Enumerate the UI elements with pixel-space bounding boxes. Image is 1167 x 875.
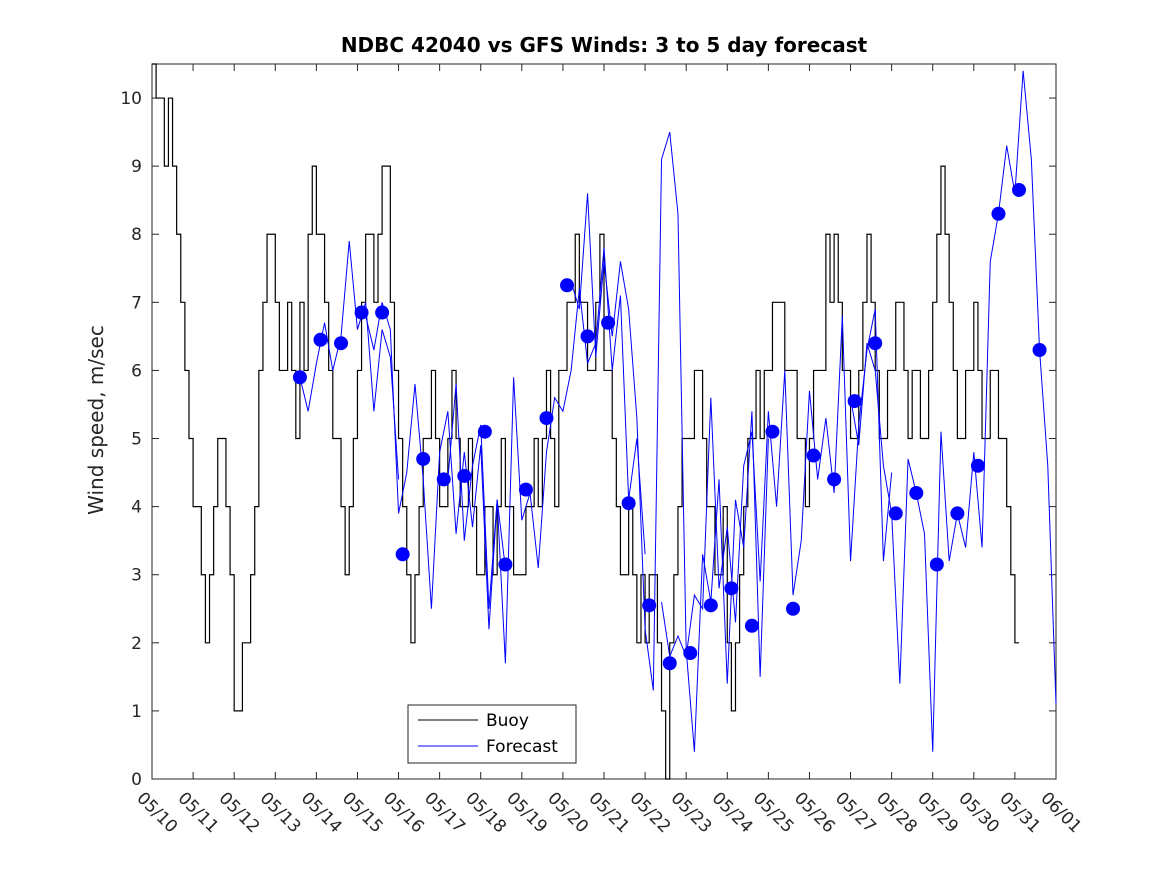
x-tick-label: 06/01 [1036, 788, 1085, 837]
forecast-dot [662, 656, 677, 671]
x-tick-label: 05/18 [461, 788, 510, 837]
x-tick-label: 05/17 [420, 788, 469, 837]
forecast-dot [929, 557, 944, 572]
y-tick-label: 8 [131, 225, 142, 245]
forecast-run-line [850, 70, 1057, 752]
forecast-dot [744, 618, 759, 633]
x-tick-label: 05/25 [749, 788, 798, 837]
buoy-series [152, 63, 1020, 780]
legend-box [407, 704, 577, 764]
x-tick-label: 05/29 [913, 788, 962, 837]
x-tick-label: 05/10 [132, 788, 181, 837]
y-tick-label: 7 [131, 293, 142, 313]
y-tick-label: 9 [131, 157, 142, 177]
x-tick-label: 05/26 [790, 788, 839, 837]
legend: Buoy Forecast [407, 704, 577, 764]
forecast-run-line [447, 247, 646, 664]
y-tick-label: 5 [131, 430, 142, 450]
forecast-run-line [661, 309, 893, 659]
forecast-dot [806, 448, 821, 463]
forecast-dot [560, 278, 575, 293]
forecast-dot [601, 315, 616, 330]
forecast-run-line [299, 241, 400, 480]
forecast-dot [950, 506, 965, 521]
forecast-dot [765, 424, 780, 439]
forecast-dot [724, 581, 739, 596]
forecast-dot [827, 472, 842, 487]
forecast-dot [888, 506, 903, 521]
forecast-dot [498, 557, 513, 572]
forecast-dot [539, 411, 554, 426]
x-tick-label: 05/12 [215, 788, 264, 837]
forecast-dot [1012, 182, 1027, 197]
forecast-run-line [365, 302, 506, 630]
y-axis-label: Wind speed, m/sec [84, 325, 108, 515]
x-tick-label: 05/13 [256, 788, 305, 837]
forecast-dot [313, 332, 328, 347]
y-tick-label: 4 [131, 498, 142, 518]
x-tick-label: 05/24 [708, 788, 757, 837]
forecast-dot [703, 598, 718, 613]
x-tick-label: 05/16 [379, 788, 428, 837]
x-tick-label: 05/21 [584, 788, 633, 837]
forecast-run-line [570, 131, 769, 752]
forecast-dot [354, 305, 369, 320]
forecast-dot [457, 468, 472, 483]
forecast-dot [416, 451, 431, 466]
x-tick-label: 05/14 [297, 788, 346, 837]
forecast-dot [580, 329, 595, 344]
x-tick-label: 05/30 [954, 788, 1003, 837]
buoy-line [152, 63, 1020, 780]
forecast-dot [991, 206, 1006, 221]
forecast-dot [909, 486, 924, 500]
y-tick-label: 2 [131, 634, 142, 654]
y-tick-label: 0 [131, 770, 142, 790]
forecast-dot [970, 458, 985, 473]
forecast-dot [642, 598, 657, 613]
legend-buoy-label: Buoy [486, 711, 529, 731]
x-tick-label: 05/27 [831, 788, 880, 837]
forecast-dot [683, 646, 698, 661]
x-tick-label: 05/28 [872, 788, 921, 837]
y-tick-label: 6 [131, 361, 142, 381]
x-tick-label: 05/22 [626, 788, 675, 837]
y-tick-label: 10 [120, 89, 142, 109]
forecast-dot [621, 496, 636, 511]
forecast-dot [292, 370, 307, 385]
forecast-dot [1032, 343, 1047, 357]
x-tick-label: 05/23 [667, 788, 716, 837]
forecast-dot [847, 394, 862, 409]
chart-title: NDBC 42040 vs GFS Winds: 3 to 5 day fore… [341, 33, 868, 57]
x-tick-label: 05/15 [338, 788, 387, 837]
x-tick-label: 05/11 [174, 788, 223, 837]
forecast-dot [395, 547, 410, 562]
legend-forecast-label: Forecast [486, 737, 558, 757]
y-tick-label: 1 [131, 702, 142, 722]
forecast-dot [334, 336, 349, 351]
forecast-dot [786, 601, 801, 616]
x-tick-label: 05/31 [995, 788, 1044, 837]
x-tick-label: 05/19 [502, 788, 551, 837]
forecast-dot [436, 472, 451, 487]
x-tick-label: 05/20 [543, 788, 592, 837]
y-tick-label: 3 [131, 566, 142, 586]
forecast-dot [518, 482, 533, 497]
y-axis-ticks: 0 1 2 3 4 5 6 7 8 9 10 [120, 89, 1056, 790]
forecast-dot [477, 424, 492, 439]
forecast-dot [868, 336, 883, 351]
forecast-series [292, 70, 1057, 752]
forecast-dot [375, 305, 390, 320]
